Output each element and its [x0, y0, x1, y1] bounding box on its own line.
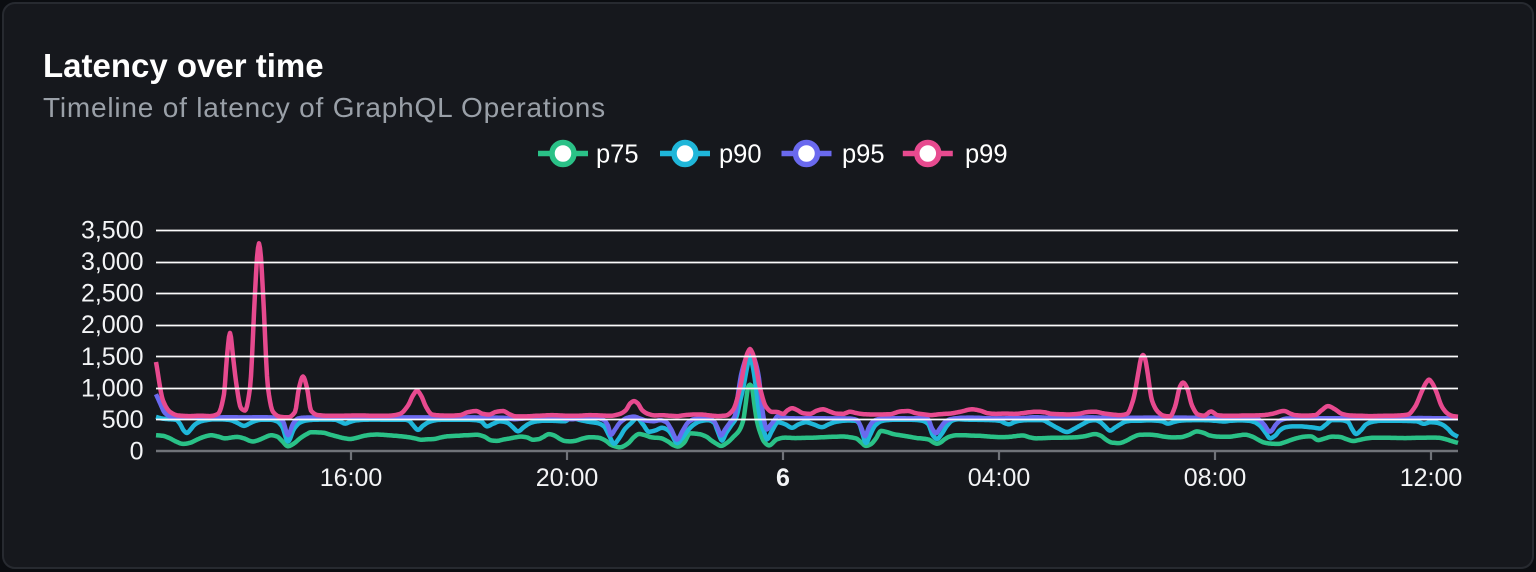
svg-text:3,000: 3,000 [81, 248, 144, 276]
svg-text:2,500: 2,500 [81, 280, 144, 308]
svg-text:3,500: 3,500 [81, 217, 144, 245]
svg-text:500: 500 [102, 406, 144, 434]
svg-text:p99: p99 [965, 141, 1008, 169]
svg-text:p90: p90 [719, 141, 762, 169]
svg-text:2,000: 2,000 [81, 311, 144, 339]
svg-text:20:00: 20:00 [536, 464, 599, 492]
svg-text:1,000: 1,000 [81, 374, 144, 402]
svg-text:08:00: 08:00 [1184, 464, 1247, 492]
svg-text:16:00: 16:00 [320, 464, 383, 492]
svg-text:1,500: 1,500 [81, 343, 144, 371]
svg-text:p75: p75 [596, 141, 639, 169]
svg-text:0: 0 [130, 438, 144, 466]
svg-text:12:00: 12:00 [1400, 464, 1463, 492]
svg-text:p95: p95 [842, 141, 885, 169]
svg-text:04:00: 04:00 [968, 464, 1031, 492]
svg-text:6: 6 [776, 464, 790, 492]
